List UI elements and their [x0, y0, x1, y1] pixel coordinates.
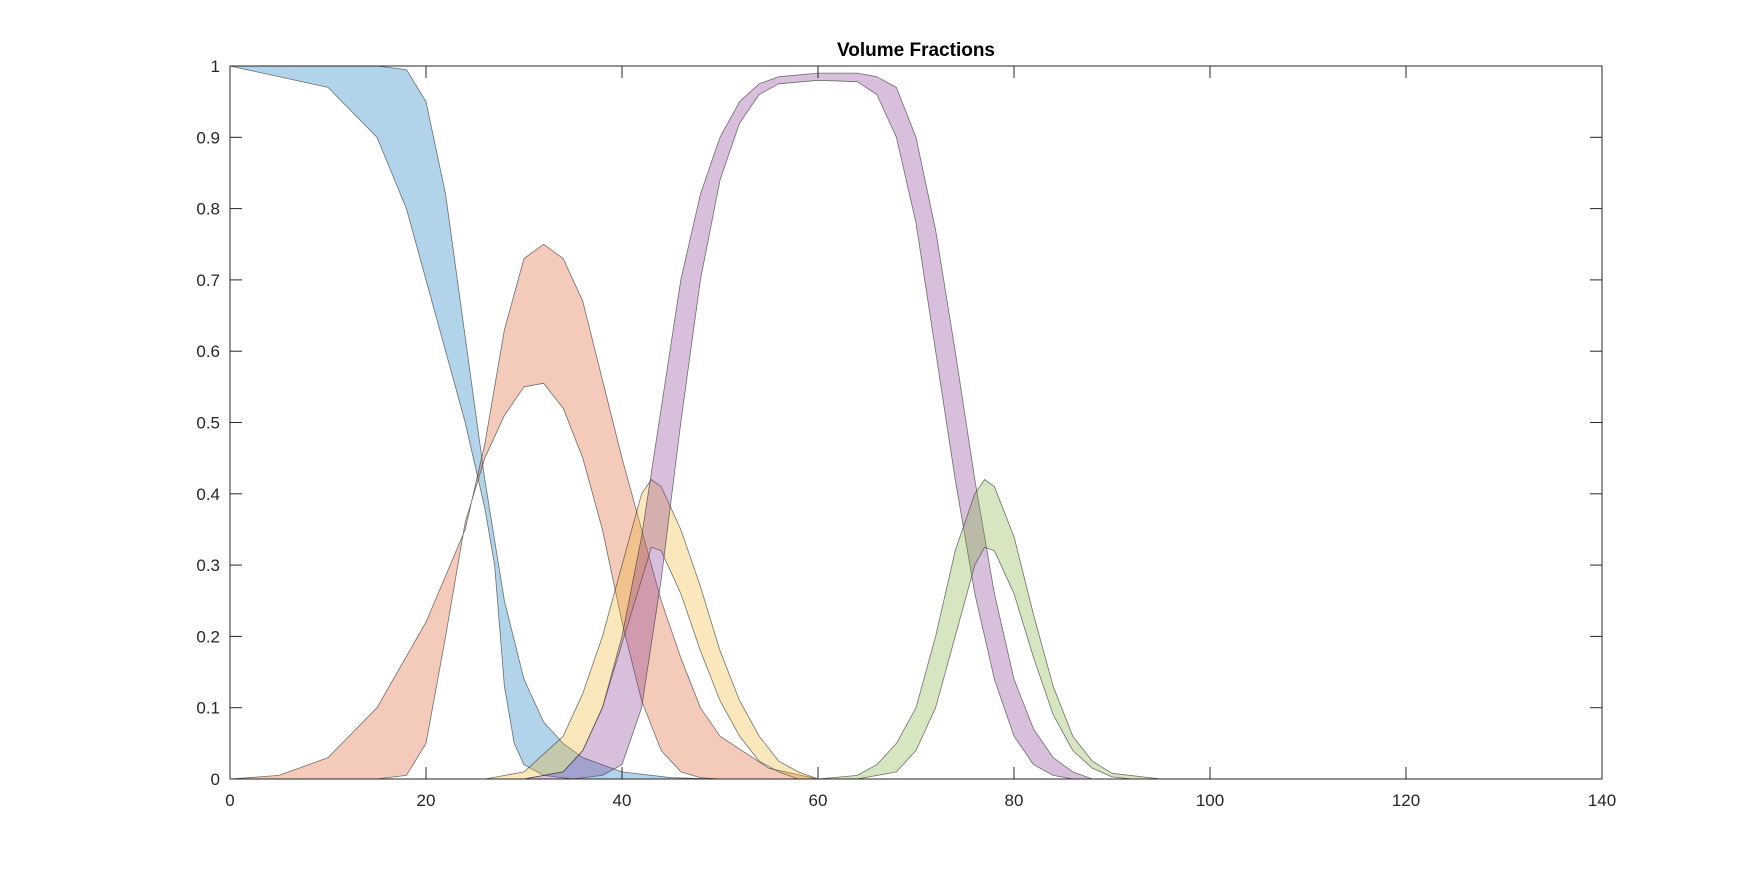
x-tick-label: 80	[1005, 791, 1024, 810]
y-tick-label: 0.4	[196, 485, 220, 504]
y-tick-label: 0.9	[196, 128, 220, 147]
chart-title: Volume Fractions	[837, 40, 995, 61]
band-layer	[229, 65, 1162, 780]
x-tick-label: 60	[809, 791, 828, 810]
plot-frame	[229, 65, 1603, 780]
x-tick-label: 140	[1588, 791, 1616, 810]
x-tick-label: 0	[225, 791, 234, 810]
y-tick-labels: 0 0.1 0.2 0.3 0.4 0.5 0.6 0.7 0.8 0.9 1	[196, 57, 220, 789]
y-tick-label: 0.3	[196, 556, 220, 575]
series-band-4	[523, 72, 1093, 780]
plot-background	[230, 66, 1602, 779]
x-tick-label: 40	[613, 791, 632, 810]
y-tick-label: 0.8	[196, 200, 220, 219]
y-tick-label: 0.1	[196, 699, 220, 718]
y-tick-label: 0.2	[196, 627, 220, 646]
y-tick-label: 0	[211, 770, 220, 789]
x-tick-label: 100	[1196, 791, 1224, 810]
series-band-2	[229, 243, 819, 780]
x-tick-labels: 0 20 40 60 80 100 120 140	[225, 791, 1616, 810]
y-tick-label: 0.5	[196, 414, 220, 433]
y-tick-label: 0.7	[196, 271, 220, 290]
series-band-1	[229, 65, 721, 780]
x-tick-label: 20	[417, 791, 436, 810]
y-tick-label: 0.6	[196, 342, 220, 361]
x-tick-label: 120	[1392, 791, 1420, 810]
y-tick-label: 1	[211, 57, 220, 76]
